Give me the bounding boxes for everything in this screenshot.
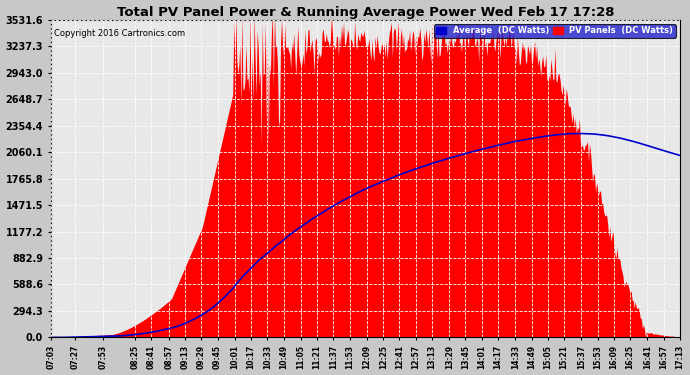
- Title: Total PV Panel Power & Running Average Power Wed Feb 17 17:28: Total PV Panel Power & Running Average P…: [117, 6, 614, 18]
- Legend: Average  (DC Watts), PV Panels  (DC Watts): Average (DC Watts), PV Panels (DC Watts): [434, 24, 676, 38]
- Text: Copyright 2016 Cartronics.com: Copyright 2016 Cartronics.com: [54, 29, 185, 38]
